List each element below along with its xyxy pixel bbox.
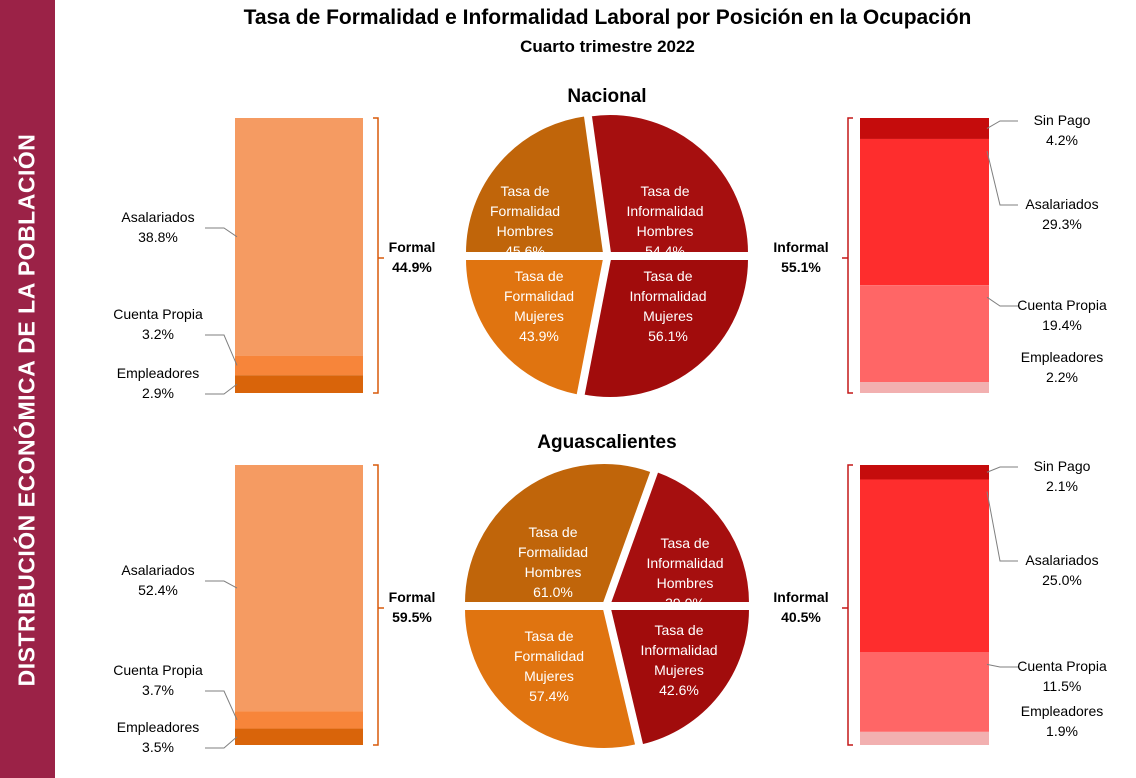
pie-slice-tasa-de-formalidad-mujeres [463, 258, 606, 397]
formal-bar-segment-cuenta-propia [235, 355, 363, 376]
formal-bracket [373, 464, 384, 746]
informal-total-label: Informal 40.5% [773, 589, 828, 625]
sidebar-banner: DISTRIBUCIÓN ECONÓMICA DE LA POBLACIÓN [0, 0, 55, 778]
formal-bracket [373, 117, 384, 394]
chart-panel-nacional: Nacional Tasa de Formalidad Hombres 45.6% Tas… [113, 86, 1107, 401]
formal-bar-segment-empleadores [235, 375, 363, 393]
pie-slice-tasa-de-informalidad-hombres [608, 469, 752, 604]
leader-line [205, 690, 238, 721]
informal-segment-label: Cuenta Propia 11.5% [1017, 658, 1107, 694]
formal-segment-label: Empleadores 2.9% [117, 365, 200, 401]
formal-bar-segment-asalariados [235, 465, 363, 712]
informal-bar-segment-cuenta-propia [860, 652, 989, 732]
leader-line [986, 466, 1018, 473]
pie-slice-label: Tasa de Formalidad Hombres 61.0% [518, 524, 588, 600]
leader-line [986, 150, 1018, 206]
formal-segment-label: Cuenta Propia 3.2% [113, 306, 203, 342]
leader-line [986, 491, 1018, 562]
informal-bracket [842, 117, 853, 394]
formal-segment-label: Asalariados 38.8% [121, 209, 194, 245]
chart-subtitle: Cuarto trimestre 2022 [520, 37, 695, 56]
pie-slice-label: Tasa de Informalidad Mujeres 56.1% [629, 268, 706, 344]
pie-slice-label: Tasa de Formalidad Mujeres 43.9% [504, 268, 574, 344]
leader-line [986, 663, 1018, 668]
pie-slice-tasa-de-informalidad-mujeres [608, 608, 752, 747]
informal-segment-label: Asalariados 25.0% [1025, 552, 1098, 588]
formal-bar-segment-cuenta-propia [235, 711, 363, 729]
chart-panel-aguascalientes: Aguascalientes Tasa de Formalidad Hombres 61… [113, 432, 1107, 755]
chart-title: Tasa de Formalidad e Informalidad Labora… [243, 6, 972, 29]
informal-bar-segment-asalariados [860, 138, 989, 286]
informal-bar-segment-sin-pago [860, 465, 989, 480]
leader-line [205, 736, 238, 749]
formal-total-label: Formal 44.9% [389, 239, 436, 275]
pie-slice-label: Tasa de Formalidad Hombres 45.6% [490, 183, 560, 259]
informal-segment-label: Sin Pago 4.2% [1034, 112, 1091, 148]
leader-line [205, 383, 238, 395]
informal-segment-label: Sin Pago 2.1% [1034, 458, 1091, 494]
leader-line [986, 296, 1018, 307]
pie-slice-label: Tasa de Formalidad Mujeres 57.4% [514, 628, 584, 704]
informal-segment-label: Asalariados 29.3% [1025, 196, 1098, 232]
pie-slice-tasa-de-formalidad-mujeres [462, 608, 638, 750]
informal-bar-segment-asalariados [860, 479, 989, 653]
panel-title: Aguascalientes [537, 432, 676, 453]
panel-title: Nacional [567, 86, 646, 107]
pie-slice-tasa-de-informalidad-hombres [589, 113, 751, 254]
pie-slice-label: Tasa de Informalidad Mujeres 42.6% [640, 622, 717, 698]
formal-segment-label: Cuenta Propia 3.7% [113, 662, 203, 698]
leader-line [986, 120, 1018, 129]
leader-line [205, 227, 238, 238]
informal-bar-segment-cuenta-propia [860, 285, 989, 383]
pie-slice-tasa-de-informalidad-mujeres [582, 258, 751, 399]
informal-total-label: Informal 55.1% [773, 239, 828, 275]
informal-bar-segment-sin-pago [860, 118, 989, 139]
leader-line [205, 334, 238, 366]
informal-bar-segment-empleadores [860, 731, 989, 745]
leader-line [205, 580, 238, 589]
formal-bar-segment-empleadores [235, 728, 363, 745]
formal-total-label: Formal 59.5% [389, 589, 436, 625]
pie-slice-tasa-de-formalidad-hombres [463, 114, 606, 254]
formal-segment-label: Asalariados 52.4% [121, 562, 194, 598]
pie-slice-label: Tasa de Informalidad Hombres 39.0% [646, 535, 723, 611]
informal-segment-label: Empleadores 2.2% [1021, 349, 1104, 385]
informal-bar-segment-empleadores [860, 382, 989, 393]
informal-segment-label: Cuenta Propia 19.4% [1017, 297, 1107, 333]
formal-bar-segment-asalariados [235, 118, 363, 356]
informal-segment-label: Empleadores 1.9% [1021, 703, 1104, 739]
pie-slice-label: Tasa de Informalidad Hombres 54.4% [626, 183, 703, 259]
pie-slice-tasa-de-formalidad-hombres [462, 462, 653, 604]
formal-segment-label: Empleadores 3.5% [117, 719, 200, 755]
informal-bracket [842, 464, 853, 746]
